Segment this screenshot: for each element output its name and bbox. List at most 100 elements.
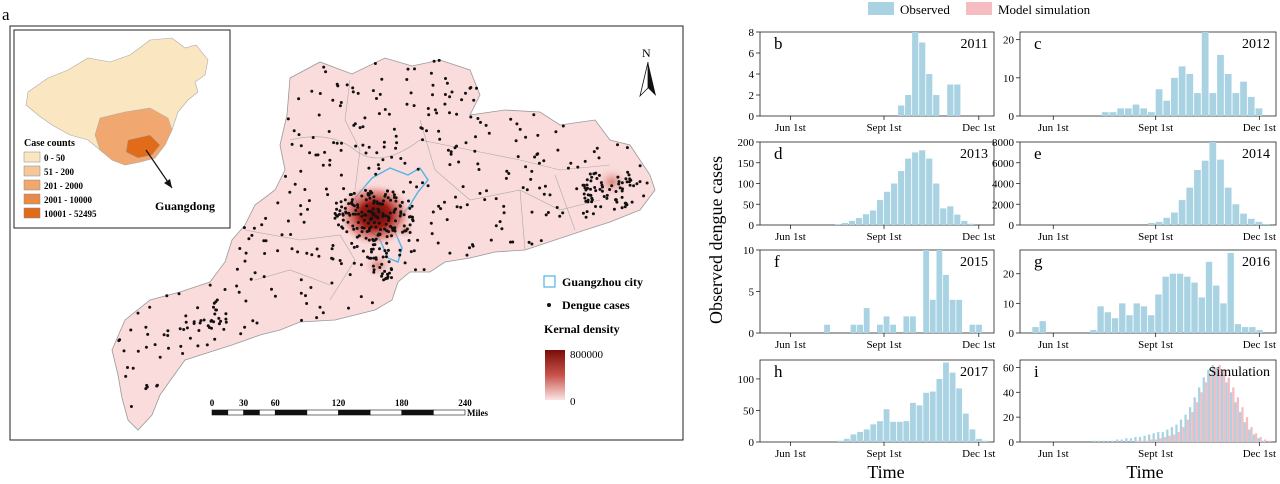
histogram-bar [910,402,916,442]
dengue-dot [374,172,378,176]
inset-label-guangdong: Guangdong [155,199,215,213]
dengue-dot [448,163,452,167]
dengue-dot [235,284,239,288]
dengue-dot [504,176,508,180]
histogram-bar [1217,159,1224,225]
x-tick-label: Jun 1st [1038,339,1069,351]
dengue-dot [469,86,473,89]
dengue-dot [311,136,315,139]
dengue-dot [340,205,344,209]
dengue-dot [437,204,441,208]
dengue-dot [625,203,629,207]
y-tick-label: 20 [1003,269,1015,281]
y-tick-label: 60 [1003,362,1015,374]
dengue-dot [244,299,248,303]
histogram-bar [969,324,976,333]
histogram-bar [877,324,883,333]
histogram-bar [1117,108,1125,116]
dengue-dot [409,91,413,95]
dengue-dot [372,195,376,199]
dengue-dot [498,220,502,224]
scalebar-tick: 120 [332,398,346,408]
dengue-dot [393,229,397,233]
y-tick-label: 4 [749,69,755,81]
dengue-dot [136,349,140,353]
dengue-dot [347,306,350,310]
dengue-dot [385,276,389,280]
inset-legend-swatch [23,207,41,219]
dengue-dot [345,230,349,234]
dengue-dot [536,133,540,137]
dengue-dot [347,211,351,215]
x-tick-label: Sept 1st [866,122,901,134]
dengue-case-dots [117,58,649,408]
histogram-bar [1225,382,1228,442]
dengue-dot [380,262,384,266]
histogram-bar [1252,434,1255,442]
dengue-dot [429,221,433,225]
y-tick-label: 150 [738,158,755,170]
dengue-dot [299,204,303,208]
dengue-dot [612,207,616,211]
dengue-dot [405,78,409,81]
histogram-panel-h: 0 50 100 Jun 1st Sept 1st Dec 1st h 2017 [738,359,995,460]
dengue-dot [399,211,403,215]
histogram-bar [1249,327,1256,333]
dengue-dot [478,191,482,195]
histogram-bar [929,299,936,333]
dengue-dot [224,320,228,324]
histogram-bar [1205,261,1213,333]
histogram-bar [976,438,982,442]
dengue-dot [398,253,402,257]
dengue-dot [431,83,435,87]
dengue-dot [405,102,409,106]
dengue-dot [457,160,461,164]
dengue-dot [352,191,356,195]
dengue-dot [411,215,414,219]
dengue-dot [129,405,133,408]
dengue-dot [416,238,420,242]
dengue-dot [392,193,396,197]
dengue-dot [333,216,337,220]
dengue-dot [370,301,374,305]
dengue-dot [324,70,328,74]
panel-title: Simulation [1209,365,1270,380]
dengue-dot [542,192,546,196]
histogram-bar [982,440,989,442]
dengue-dot [594,171,598,175]
dengue-dot [390,276,393,280]
inset-legend-swatch [23,179,41,191]
histogram-bar [916,405,923,442]
histogram-bar [1163,217,1171,225]
dengue-dot [331,244,335,247]
dengue-dot [155,384,159,388]
histogram-bar [857,324,863,333]
dengue-dot [385,241,389,245]
dengue-dot [332,141,336,145]
histogram-bar [1213,367,1217,442]
dengue-dot [237,290,241,294]
dengue-dot [412,104,416,108]
dengue-dot [131,366,135,370]
histogram-bar [1148,222,1155,225]
dengue-dot [335,82,339,86]
dengue-dot [435,111,439,115]
histogram-bar [1186,187,1194,225]
x-axis-title-right: Time [1126,462,1163,482]
dengue-dot [381,158,385,162]
dengue-dot [167,346,170,350]
dengue-dot [371,207,375,211]
dengue-dot [129,328,133,332]
dengue-dot [464,141,468,145]
dengue-dot [511,240,515,244]
histogram-bar [1239,412,1242,442]
legend-guangzhou-swatch [543,275,556,288]
dengue-dot [595,177,599,180]
dengue-dot [475,86,478,90]
dengue-dot [485,189,488,193]
panel-a-label: a [2,5,10,24]
y-tick-label: 2000 [992,199,1015,211]
dengue-dot [363,116,367,120]
histogram-panel-d: 0 50 100 150 200 Jun 1st Sept 1st Dec 1st d 2013 [738,137,996,243]
dengue-dot [364,151,368,155]
